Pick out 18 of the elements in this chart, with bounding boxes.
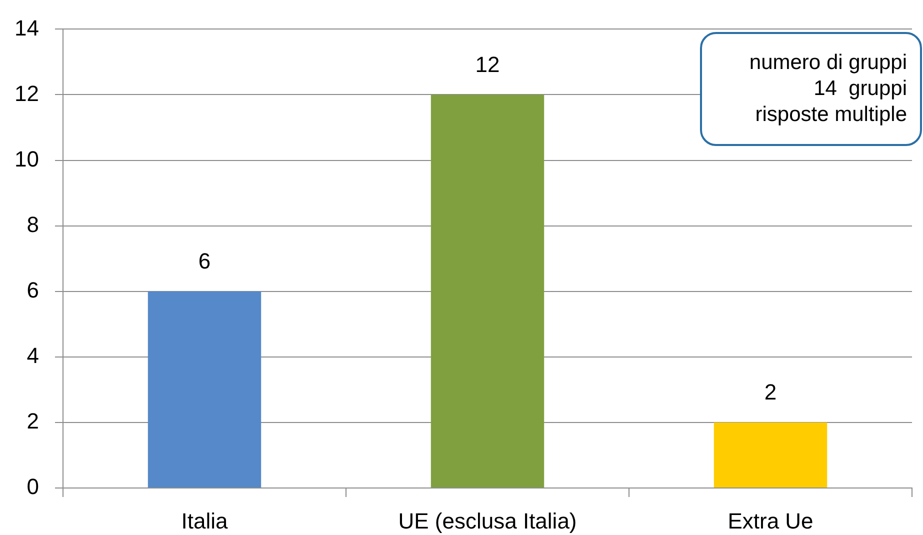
- y-tick-label: 14: [14, 15, 39, 40]
- data-label: 6: [198, 248, 211, 274]
- y-tick-label: 4: [26, 342, 39, 368]
- annotation: numero di gruppi 14 gruppi risposte multiple: [749, 50, 907, 128]
- data-label: 12: [475, 52, 500, 77]
- y-tick-label: 2: [26, 408, 39, 434]
- y-tick-label: 10: [14, 146, 39, 172]
- x-tick-label: UE (esclusa Italia): [398, 508, 577, 534]
- x-tick-label: Extra Ue: [728, 508, 814, 534]
- y-tick-label: 6: [26, 277, 39, 302]
- y-tick-label: 12: [14, 80, 39, 106]
- bar: [430, 94, 544, 488]
- bar: [148, 291, 262, 488]
- data-label: 2: [764, 380, 777, 405]
- y-tick-label: 8: [26, 212, 39, 237]
- y-tick-label: 0: [26, 474, 39, 500]
- bar: [714, 422, 828, 488]
- x-tick-label: Italia: [181, 508, 228, 534]
